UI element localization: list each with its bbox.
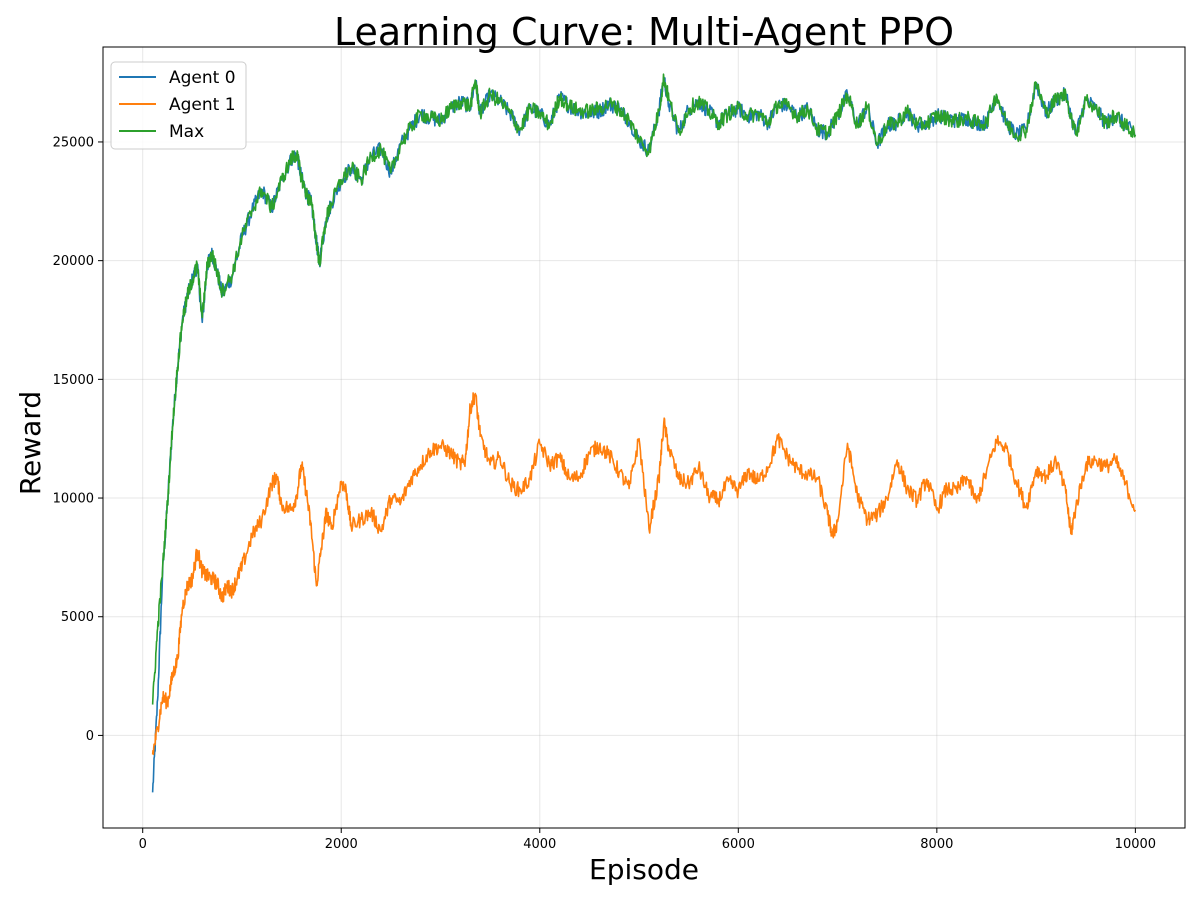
- series-line-agent-1: [151, 392, 1137, 756]
- legend-label-agent-1: Agent 1: [169, 95, 236, 115]
- y-tick-label: 5000: [61, 610, 94, 625]
- legend-label-agent-0: Agent 0: [169, 68, 236, 88]
- legend: Agent 0 Agent 1 Max: [110, 61, 247, 150]
- legend-label-max: Max: [169, 122, 204, 142]
- y-tick-label: 20000: [53, 254, 94, 269]
- x-tick-label: 8000: [920, 837, 953, 852]
- x-tick-label: 4000: [523, 837, 556, 852]
- y-tick-label: 25000: [53, 135, 94, 150]
- grid: [103, 47, 1185, 828]
- series-line-max: [151, 73, 1137, 705]
- legend-box: [110, 61, 247, 150]
- y-tick-label: 15000: [53, 373, 94, 388]
- x-tick-label: 2000: [325, 837, 358, 852]
- chart-title: Learning Curve: Multi-Agent PPO: [334, 10, 954, 54]
- y-tick-label: 0: [86, 729, 94, 744]
- x-tick-label: 6000: [722, 837, 755, 852]
- y-tick-label: 10000: [53, 492, 94, 507]
- ticks: 0 2000 4000 6000 8000 10000 0 5000 10000 15000 200…: [53, 135, 1156, 852]
- axes-frame: [102, 46, 1186, 829]
- x-tick-label: 10000: [1115, 837, 1156, 852]
- x-tick-label: 0: [139, 837, 147, 852]
- plot-area: [151, 73, 1137, 793]
- x-axis-label: Episode: [589, 853, 699, 886]
- y-axis-label: Reward: [14, 391, 47, 495]
